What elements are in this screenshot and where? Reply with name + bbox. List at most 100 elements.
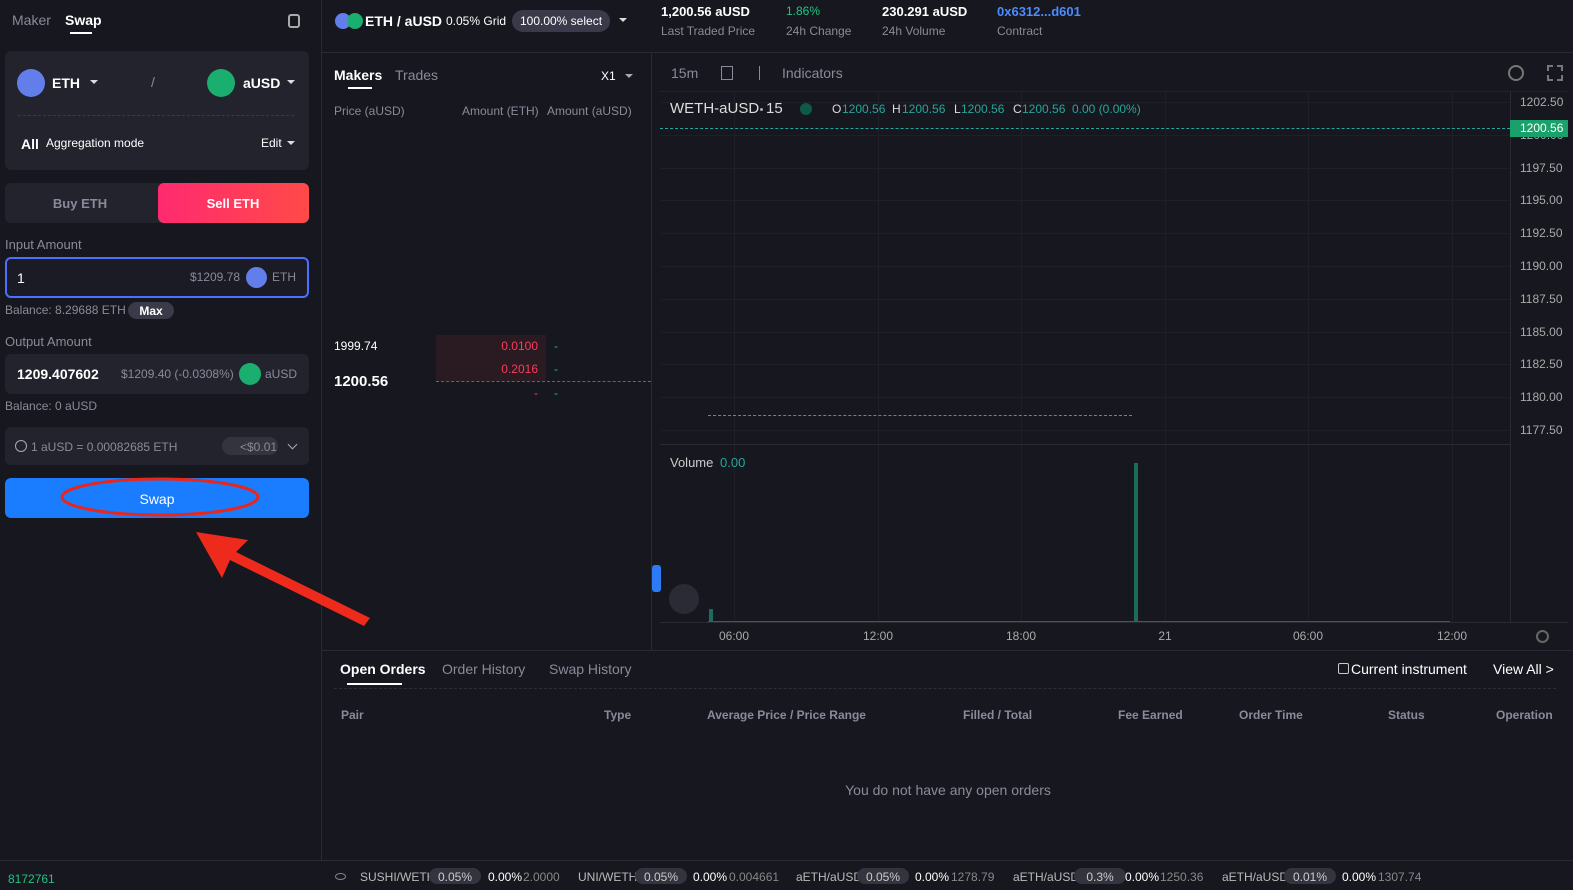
- ticker-price: 0.004661: [729, 870, 780, 884]
- ticker-price: 1250.36: [1160, 870, 1204, 884]
- tab[interactable]: Open Orders: [340, 661, 426, 677]
- label: 1 aUSD = 0.00082685 ETH: [31, 440, 178, 454]
- stat-label: Last Traded Price: [661, 24, 756, 38]
- settings-icon[interactable]: [1536, 630, 1549, 643]
- price-tick: 1197.50: [1520, 160, 1563, 175]
- label: 1209.407602: [17, 366, 99, 382]
- ohlc-value: 1200.56: [1022, 102, 1066, 116]
- price-tick: 1187.50: [1520, 291, 1563, 306]
- settings-icon[interactable]: [288, 14, 300, 28]
- grid-line: [660, 102, 1510, 103]
- token[interactable]: ETH: [52, 75, 80, 91]
- amount: -: [554, 362, 558, 376]
- stat-label: Contract: [997, 24, 1043, 38]
- ticker-pair[interactable]: aETH/aUSD: [1222, 870, 1289, 884]
- interval[interactable]: 15m: [671, 65, 699, 81]
- dot: [760, 108, 763, 111]
- label: 0.00: [720, 455, 746, 470]
- label: 0.05% Grid: [446, 14, 507, 28]
- ohlc-key: C: [1013, 102, 1022, 116]
- label: Aggregation mode: [46, 136, 145, 150]
- depth-bar: [436, 335, 546, 381]
- max-label[interactable]: Max: [139, 304, 163, 318]
- ausd-icon: [239, 363, 261, 385]
- caret: [287, 80, 295, 88]
- tab[interactable]: Order History: [442, 661, 526, 677]
- candle-icon[interactable]: [721, 66, 733, 80]
- ohlc-change: 0.00 (0.00%): [1072, 102, 1141, 116]
- divider: [321, 0, 322, 860]
- ohlc-key: O: [832, 102, 842, 116]
- panel-handle[interactable]: [652, 565, 661, 592]
- grid-line: [1308, 92, 1309, 622]
- view-all[interactable]: View All >: [1493, 661, 1554, 677]
- token[interactable]: aUSD: [243, 75, 281, 91]
- sell-label[interactable]: Sell ETH: [206, 196, 260, 211]
- input-value[interactable]: 1: [17, 270, 25, 286]
- amount: 0.2016: [501, 362, 538, 376]
- edit-button[interactable]: Edit: [261, 136, 282, 150]
- tab-underline: [70, 32, 92, 34]
- ticker-change: 0.00%: [693, 870, 728, 884]
- ticker-pair[interactable]: aETH/aUSD: [1013, 870, 1080, 884]
- select-label[interactable]: 100.00% select: [519, 14, 603, 28]
- column-header: Fee Earned: [1118, 708, 1183, 722]
- tab[interactable]: Trades: [395, 67, 439, 83]
- checkbox[interactable]: [1338, 663, 1349, 674]
- fx-icon: [759, 66, 771, 80]
- fullscreen-icon[interactable]: [1547, 65, 1563, 81]
- ticker-fee: 0.05%: [865, 870, 901, 884]
- price-tick: 1195.00: [1520, 193, 1563, 208]
- sell-button[interactable]: [158, 183, 309, 223]
- select-pill[interactable]: [512, 10, 610, 32]
- tab[interactable]: Swap History: [549, 661, 632, 677]
- tab[interactable]: Maker: [12, 12, 51, 28]
- grid-line: [660, 430, 1510, 431]
- ticker-fee: 0.05%: [437, 870, 473, 884]
- volume-base: [708, 621, 1450, 622]
- ticker-pair[interactable]: UNI/WETH: [578, 870, 638, 884]
- grid-line: [878, 92, 879, 622]
- ticker-pair[interactable]: aETH/aUSD: [796, 870, 863, 884]
- caret: [287, 141, 295, 149]
- label: Volume: [670, 455, 714, 470]
- ticker-change: 0.00%: [1125, 870, 1160, 884]
- label: All: [21, 136, 39, 152]
- tab-underline: [348, 87, 372, 89]
- ticker-pair[interactable]: SUSHI/WETH: [360, 870, 436, 884]
- stat-value[interactable]: 0x6312...d601: [997, 4, 1081, 19]
- column-header: Average Price / Price Range: [707, 708, 866, 722]
- tab[interactable]: Swap: [65, 12, 102, 28]
- price-line: [436, 381, 651, 382]
- label: <$0.01: [240, 440, 278, 454]
- amount: -: [534, 386, 538, 400]
- max-button[interactable]: [128, 302, 174, 319]
- time-tick: 12:00: [1436, 629, 1468, 643]
- fee-pill: [1074, 868, 1126, 884]
- label: /: [151, 74, 155, 90]
- eth-icon: [246, 267, 267, 288]
- swap-label[interactable]: Swap: [139, 491, 175, 507]
- indicators[interactable]: Indicators: [782, 65, 843, 81]
- label: Balance: 0 aUSD: [5, 399, 98, 413]
- divider: [322, 650, 1573, 651]
- ticker-change: 0.00%: [1342, 870, 1377, 884]
- buy-button[interactable]: Buy ETH: [52, 196, 108, 211]
- info-icon: [15, 440, 27, 452]
- grid-line: [660, 200, 1510, 202]
- tab[interactable]: Makers: [334, 67, 383, 83]
- label: Output Amount: [5, 334, 92, 349]
- column-header: Price (aUSD): [334, 104, 405, 118]
- stat-label: 24h Volume: [882, 24, 946, 38]
- settings-icon[interactable]: [1508, 65, 1524, 81]
- label: Balance: 8.29688 ETH: [5, 303, 126, 317]
- grid-line: [660, 298, 1510, 300]
- stat-value: 1.86%: [786, 4, 821, 18]
- grid-line: [660, 397, 1510, 399]
- time-tick: 06:00: [1292, 629, 1324, 643]
- multiplier[interactable]: X1: [601, 69, 616, 83]
- checkbox-label[interactable]: Current instrument: [1351, 661, 1467, 677]
- volume-bar: [709, 609, 713, 621]
- price-tick: 1202.50: [1520, 95, 1564, 109]
- volume-bar: [1134, 463, 1138, 621]
